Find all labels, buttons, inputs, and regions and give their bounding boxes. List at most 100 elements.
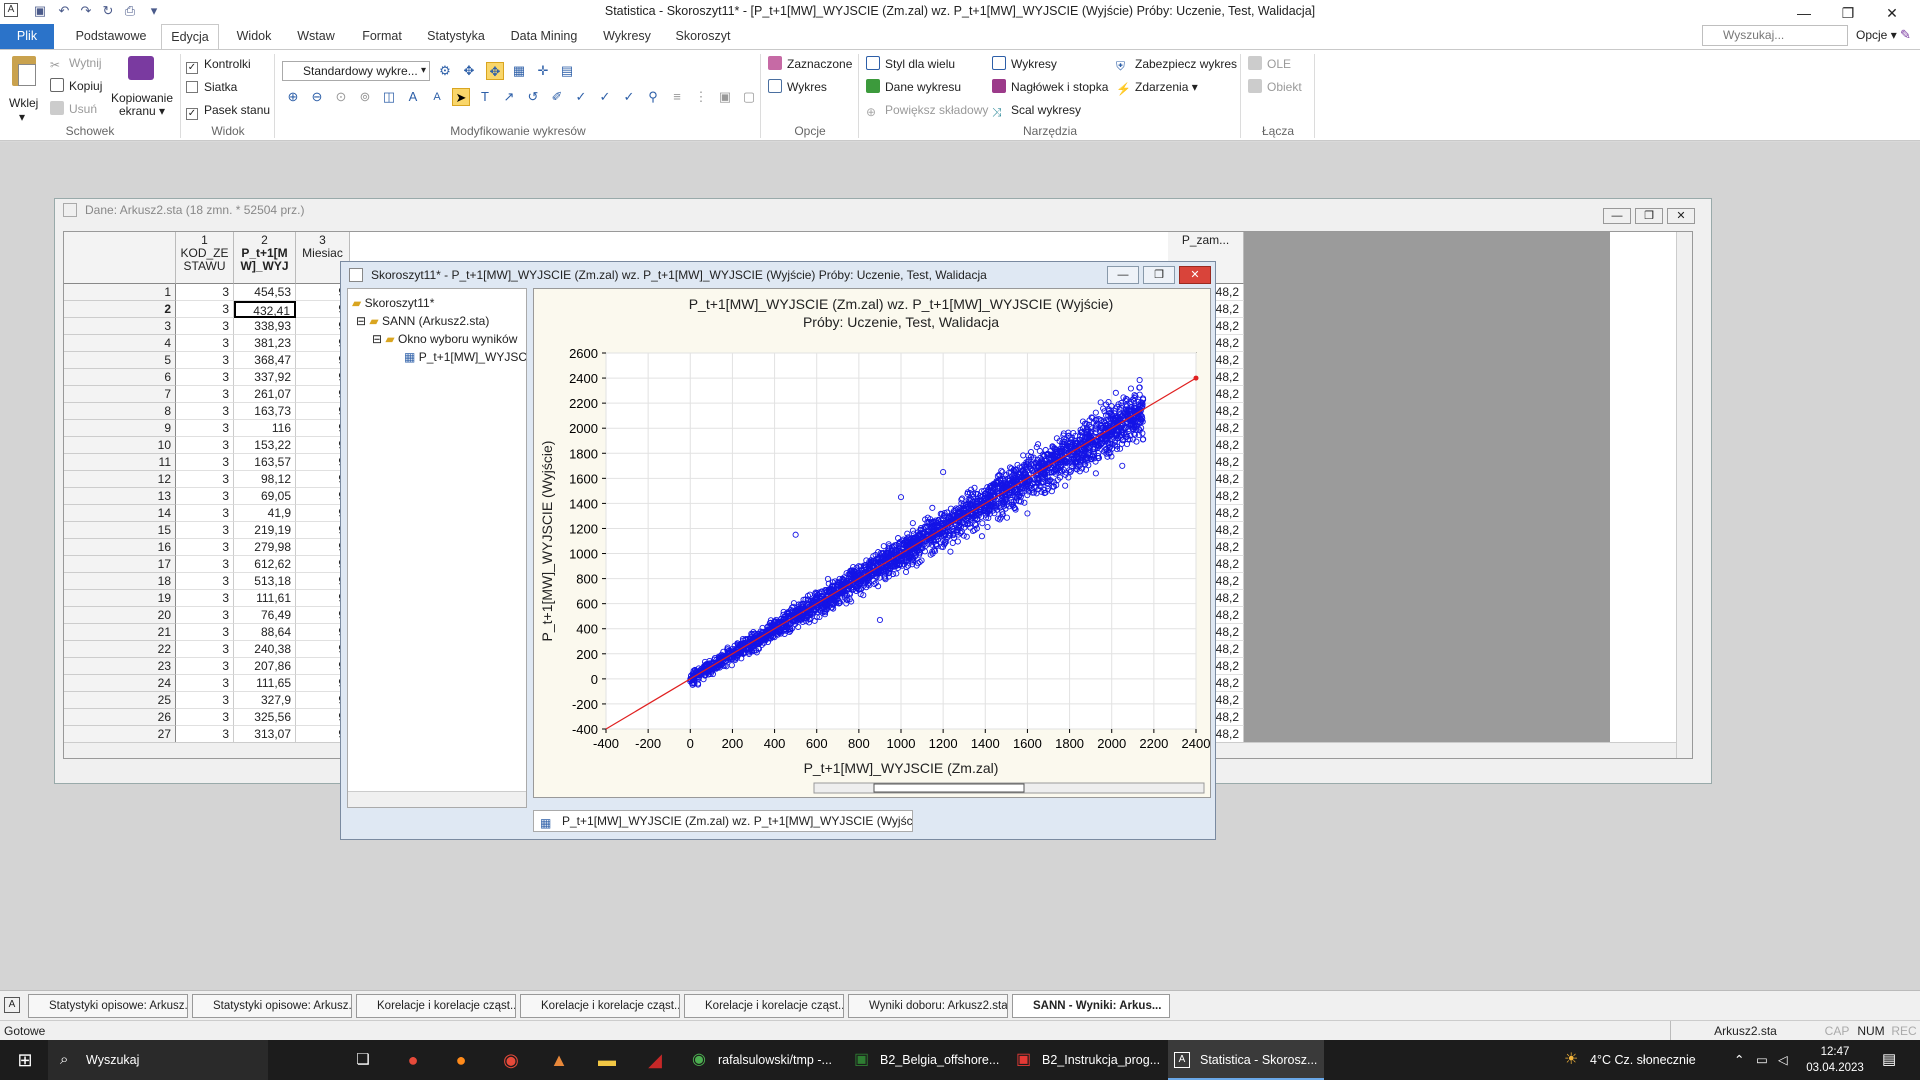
- row-header[interactable]: 11: [64, 454, 176, 471]
- redo-icon[interactable]: ↷: [80, 3, 92, 18]
- mdi-task-item[interactable]: Statystyki opisowe: Arkusz...: [192, 994, 352, 1018]
- grid-checkbox[interactable]: Siatka: [186, 78, 237, 96]
- line-tool-icon[interactable]: ↗: [503, 89, 515, 104]
- point-icon[interactable]: ✥: [463, 63, 475, 78]
- file-explorer-icon[interactable]: ▬: [598, 1050, 616, 1070]
- table-cell[interactable]: 338,93: [234, 318, 296, 335]
- mdi-task-item[interactable]: Wyniki doboru: Arkusz2.sta: [848, 994, 1008, 1018]
- table-cell[interactable]: 432,41: [234, 301, 296, 318]
- print-icon[interactable]: ⎙: [124, 3, 136, 18]
- tab-wykresy[interactable]: Wykresy: [603, 29, 651, 43]
- chart-document-tab[interactable]: ▦ P_t+1[MW]_WYJSCIE (Zm.zal) wz. P_t+1[MW…: [533, 810, 913, 832]
- row-header[interactable]: 17: [64, 556, 176, 573]
- column-header[interactable]: 1 KOD_ZE STAWU: [176, 232, 234, 284]
- table-cell[interactable]: 3: [176, 624, 234, 641]
- help-icon[interactable]: ✎: [1900, 27, 1911, 42]
- table-cell[interactable]: 98,12: [234, 471, 296, 488]
- row-header[interactable]: 7: [64, 386, 176, 403]
- taskbar-app-pdf[interactable]: ▣ B2_Instrukcja_prog...: [1012, 1040, 1162, 1080]
- ungroup-icon[interactable]: ▢: [742, 89, 756, 104]
- charts-button[interactable]: Wykresy: [992, 55, 1057, 73]
- network-icon[interactable]: ▭: [1756, 1053, 1768, 1067]
- paste-icon[interactable]: [8, 56, 42, 92]
- vertical-scrollbar[interactable]: [1676, 232, 1692, 758]
- taskbar-app-statistica[interactable]: A Statistica - Skorosz...: [1168, 1040, 1324, 1080]
- tab-format[interactable]: Format: [362, 29, 402, 43]
- table-cell[interactable]: 116: [234, 420, 296, 437]
- matlab-icon[interactable]: ▲: [550, 1050, 568, 1070]
- table-cell[interactable]: 3: [176, 607, 234, 624]
- scatter-plot[interactable]: -400 -200 0 200 400 600 800 1000 1200 1400 1600 180…: [534, 289, 1210, 797]
- table-cell[interactable]: 313,07: [234, 726, 296, 743]
- zoom-reset-icon[interactable]: ⊚: [359, 89, 371, 104]
- table-cell[interactable]: 219,19: [234, 522, 296, 539]
- volume-icon[interactable]: ◁: [1778, 1053, 1788, 1067]
- row-header[interactable]: 6: [64, 369, 176, 386]
- tab-widok[interactable]: Widok: [236, 29, 272, 43]
- weather-widget[interactable]: ☀ 4°C Cz. słonecznie: [1560, 1040, 1700, 1080]
- refresh-icon[interactable]: ↻: [102, 3, 114, 18]
- workbook-restore-button[interactable]: ❐: [1143, 266, 1175, 284]
- chart-area[interactable]: -400 -200 0 200 400 600 800 1000 1200 1400 1600 180…: [533, 288, 1211, 798]
- unmark-points-icon[interactable]: ✓: [623, 89, 635, 104]
- brush-select-icon[interactable]: ✓: [575, 89, 587, 104]
- tree-item-chart[interactable]: ▦ P_t+1[MW]_WYJSCIE: [404, 349, 526, 365]
- distribute-icon[interactable]: ⋮: [694, 89, 708, 104]
- text-icon[interactable]: T: [481, 89, 489, 104]
- table-cell[interactable]: 3: [176, 352, 234, 369]
- app-icon[interactable]: A: [4, 3, 18, 17]
- table-cell[interactable]: 163,57: [234, 454, 296, 471]
- tree-item-workbook[interactable]: ▰ Skoroszyt11*: [352, 295, 434, 311]
- chart-options-button[interactable]: Wykres: [768, 78, 827, 96]
- font-smaller-icon[interactable]: A: [433, 91, 441, 103]
- sheet-close-button[interactable]: ✕: [1667, 208, 1695, 224]
- table-cell[interactable]: 3: [176, 726, 234, 743]
- table-cell[interactable]: 69,05: [234, 488, 296, 505]
- mdi-task-item[interactable]: Statystyki opisowe: Arkusz...: [28, 994, 188, 1018]
- table-cell[interactable]: 381,23: [234, 335, 296, 352]
- tab-data-mining[interactable]: Data Mining: [510, 29, 578, 43]
- table-cell[interactable]: 3: [176, 658, 234, 675]
- paste-dropdown-icon[interactable]: ▾: [19, 110, 26, 124]
- row-header[interactable]: 2: [64, 301, 176, 318]
- find-icon[interactable]: ⚙: [439, 63, 451, 78]
- row-header[interactable]: 25: [64, 692, 176, 709]
- row-header[interactable]: 3: [64, 318, 176, 335]
- workbook-close-button[interactable]: ✕: [1179, 266, 1211, 284]
- move-icon[interactable]: ✥: [486, 62, 504, 80]
- firefox-icon[interactable]: ●: [455, 1050, 467, 1070]
- chart-style-combo[interactable]: Standardowy wykre... ▾: [282, 61, 430, 81]
- undo-icon[interactable]: ↶: [58, 3, 70, 18]
- taskbar-search[interactable]: ⌕ Wyszukaj: [48, 1040, 268, 1080]
- table-cell[interactable]: 454,53: [234, 284, 296, 301]
- table-cell[interactable]: 3: [176, 437, 234, 454]
- row-header[interactable]: 19: [64, 590, 176, 607]
- table-cell[interactable]: 3: [176, 505, 234, 522]
- table-cell[interactable]: 3: [176, 284, 234, 301]
- chart-options-icon[interactable]: ▤: [560, 63, 574, 78]
- table-cell[interactable]: 207,86: [234, 658, 296, 675]
- table-cell[interactable]: 3: [176, 692, 234, 709]
- table-cell[interactable]: 111,65: [234, 675, 296, 692]
- merge-charts-button[interactable]: ⤨ Scal wykresy: [992, 101, 1081, 119]
- table-cell[interactable]: 3: [176, 539, 234, 556]
- row-header[interactable]: 13: [64, 488, 176, 505]
- cut-button[interactable]: ✂ Wytnij: [50, 54, 102, 72]
- table-cell[interactable]: 3: [176, 556, 234, 573]
- row-header[interactable]: 5: [64, 352, 176, 369]
- app-icon[interactable]: A: [4, 997, 20, 1013]
- app-owl-icon[interactable]: ●: [407, 1050, 419, 1070]
- tab-wstaw[interactable]: Wstaw: [297, 29, 335, 43]
- zoom-out-icon[interactable]: ⊖: [311, 89, 323, 104]
- crosshair-icon[interactable]: ✛: [537, 63, 549, 78]
- ole-button[interactable]: OLE: [1248, 55, 1291, 73]
- table-cell[interactable]: 3: [176, 590, 234, 607]
- table-cell[interactable]: 368,47: [234, 352, 296, 369]
- arc-tool-icon[interactable]: ↺: [527, 89, 539, 104]
- clock[interactable]: 12:47 03.04.2023: [1800, 1040, 1870, 1080]
- tree-hscrollbar[interactable]: [348, 791, 526, 807]
- pointer-icon[interactable]: ➤: [452, 88, 470, 106]
- zoom-in-icon[interactable]: ⊕: [287, 89, 299, 104]
- table-cell[interactable]: 3: [176, 709, 234, 726]
- table-cell[interactable]: 153,22: [234, 437, 296, 454]
